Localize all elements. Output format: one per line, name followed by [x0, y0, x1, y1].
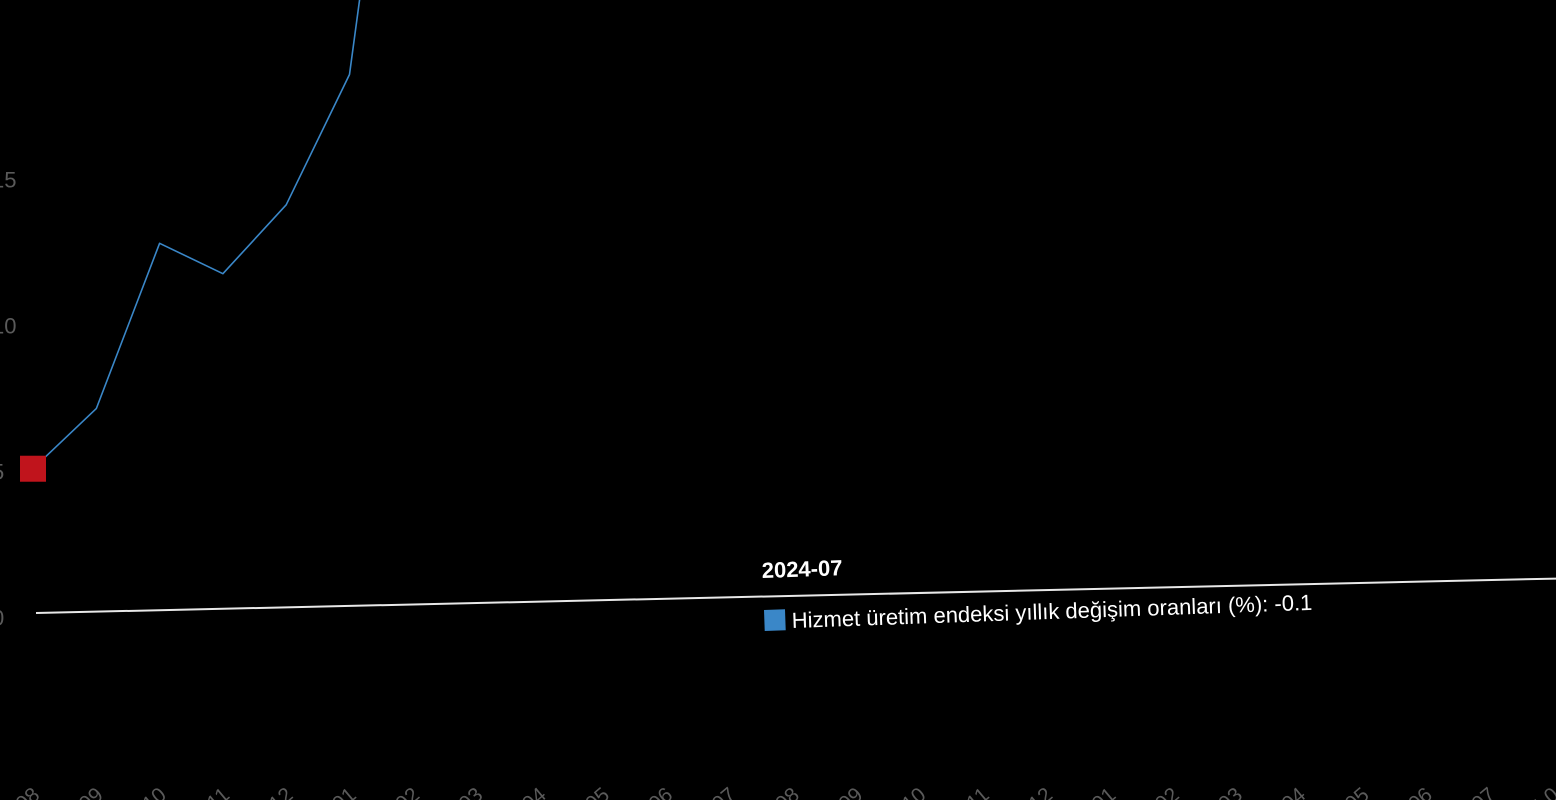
x-tick-label: 05 — [581, 783, 614, 800]
marker-layer — [20, 455, 46, 482]
extreme-marker — [20, 455, 46, 482]
tooltip-date: 2024-07 — [761, 555, 843, 583]
tooltip-series-label: Hizmet üretim endeksi yıllık değişim ora… — [791, 592, 1262, 633]
x-tick-label: 24-11 — [939, 783, 994, 800]
x-tick-label: 25-07 — [1444, 783, 1500, 800]
x-tick-label: 12 — [265, 783, 298, 800]
x-tick-label: -07 — [702, 783, 740, 800]
x-tick-label: 25-03 — [1191, 783, 1247, 800]
x-tick-label: 25-01 — [1064, 783, 1120, 800]
series-line — [32, 0, 361, 470]
data-point[interactable] — [154, 237, 166, 249]
data-point[interactable] — [280, 199, 292, 211]
data-point[interactable] — [217, 268, 229, 280]
data-point[interactable] — [90, 403, 102, 415]
x-tick-label: 25-04 — [1254, 783, 1310, 800]
x-tick-label: 01 — [328, 783, 361, 800]
y-tick-label: 15 — [0, 168, 16, 193]
x-tick-label: 25-0 — [1516, 783, 1556, 800]
tooltip-series-swatch — [764, 609, 786, 631]
x-tick-label: 08 — [12, 783, 45, 800]
x-tick-label: 04 — [518, 783, 551, 800]
tooltip-value: -0.1 — [1274, 590, 1313, 616]
x-tick-label: 4-10 — [883, 783, 930, 800]
tooltip-series-text: Hizmet üretim endeksi yıllık değişim ora… — [791, 590, 1312, 633]
x-tick-label: -08 — [766, 783, 804, 800]
zero-line — [35, 577, 1556, 614]
y-tick-label: 10 — [0, 314, 16, 339]
x-tick-label: 09 — [75, 783, 108, 800]
tooltip-separator: : — [1262, 591, 1275, 616]
x-tick-label: 02 — [391, 783, 424, 800]
x-tick-label: 25-02 — [1128, 783, 1184, 800]
x-tick-label: 4-09 — [820, 783, 867, 800]
x-tick-label: 06 — [645, 783, 678, 800]
x-tick-label: 03 — [455, 783, 488, 800]
x-tick-label: 10 — [138, 783, 171, 800]
data-point[interactable] — [344, 69, 356, 81]
x-tick-label: 25-05 — [1318, 783, 1374, 800]
plot-layer — [32, 0, 361, 470]
x-tick-label: 25-06 — [1381, 783, 1437, 800]
y-tick-label: 0 — [0, 606, 4, 631]
y-tick-label: 5 — [0, 460, 4, 485]
x-tick-label: 11 — [203, 783, 234, 800]
x-tick-label: 24-12 — [1001, 783, 1057, 800]
